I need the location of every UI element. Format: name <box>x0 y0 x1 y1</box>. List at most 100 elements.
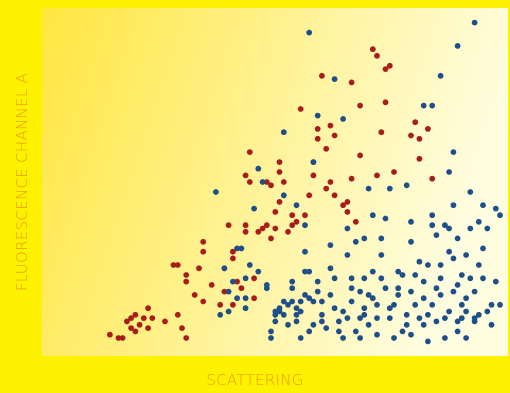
data-point-series-2 <box>463 252 469 258</box>
data-point-series-2 <box>446 308 452 315</box>
data-point-series-1 <box>191 292 198 298</box>
data-point-series-2 <box>230 278 236 285</box>
data-point-series-2 <box>480 245 486 252</box>
data-point-series-2 <box>302 222 308 229</box>
data-point-series-1 <box>200 298 207 305</box>
data-point-series-2 <box>433 285 440 292</box>
data-point-series-1 <box>242 172 249 179</box>
data-point-series-1 <box>268 235 274 242</box>
data-point-series-2 <box>437 262 444 268</box>
data-point-series-1 <box>391 169 397 175</box>
data-point-series-1 <box>314 135 321 142</box>
data-point-series-2 <box>480 275 486 282</box>
data-point-series-1 <box>425 126 431 132</box>
data-point-series-2 <box>259 179 266 185</box>
data-point-series-2 <box>425 262 431 268</box>
data-point-series-2 <box>289 278 296 285</box>
data-point-series-2 <box>467 225 474 232</box>
data-point-series-2 <box>412 301 419 308</box>
data-point-series-2 <box>357 315 363 321</box>
data-point-series-2 <box>433 318 440 325</box>
data-point-series-2 <box>458 315 465 321</box>
data-point-series-2 <box>221 265 228 272</box>
data-point-series-2 <box>319 298 325 305</box>
data-point-series-1 <box>119 335 126 341</box>
data-point-series-2 <box>463 335 469 341</box>
data-point-series-2 <box>492 205 499 212</box>
data-point-series-2 <box>420 102 427 109</box>
data-point-series-2 <box>454 328 461 335</box>
data-point-series-2 <box>454 43 461 49</box>
data-point-series-2 <box>293 202 300 209</box>
data-point-series-1 <box>429 175 436 182</box>
points-layer <box>107 19 503 345</box>
data-point-series-2 <box>369 295 376 302</box>
data-point-series-2 <box>352 328 359 335</box>
data-point-series-2 <box>471 19 478 26</box>
data-point-series-2 <box>344 225 351 232</box>
data-point-series-1 <box>297 106 304 112</box>
data-point-series-2 <box>450 149 457 156</box>
plot-area <box>42 8 508 356</box>
data-point-series-2 <box>361 235 368 242</box>
data-point-series-1 <box>408 132 414 139</box>
data-point-series-2 <box>429 301 436 308</box>
data-point-series-1 <box>310 172 317 179</box>
data-point-series-2 <box>306 29 313 36</box>
data-point-series-2 <box>467 275 474 282</box>
data-point-series-1 <box>276 169 283 175</box>
data-point-series-1 <box>382 99 389 106</box>
data-point-series-2 <box>497 212 503 219</box>
data-point-series-2 <box>365 292 372 298</box>
data-point-series-1 <box>382 66 389 72</box>
data-point-series-1 <box>251 275 257 282</box>
data-point-series-1 <box>412 119 419 126</box>
data-point-series-2 <box>471 288 478 295</box>
data-point-series-2 <box>425 338 431 345</box>
data-point-series-2 <box>251 205 257 212</box>
data-point-series-1 <box>242 228 249 235</box>
data-point-series-2 <box>327 242 334 249</box>
data-point-series-2 <box>429 102 436 109</box>
data-point-series-2 <box>480 202 486 209</box>
data-point-series-2 <box>408 238 414 245</box>
data-point-series-1 <box>352 218 359 225</box>
data-point-series-2 <box>361 311 368 318</box>
data-point-series-2 <box>386 305 393 312</box>
data-point-series-1 <box>246 179 253 185</box>
data-point-series-2 <box>263 282 270 288</box>
data-point-series-2 <box>369 212 376 219</box>
data-point-series-2 <box>450 255 457 262</box>
data-point-series-2 <box>242 305 249 312</box>
data-point-series-2 <box>289 285 296 292</box>
data-point-series-1 <box>276 159 283 166</box>
data-point-series-2 <box>213 189 219 195</box>
data-point-series-1 <box>230 255 236 262</box>
data-point-series-2 <box>357 288 363 295</box>
data-point-series-1 <box>132 328 139 335</box>
data-point-series-2 <box>297 308 304 315</box>
data-point-series-2 <box>386 315 393 321</box>
data-point-series-1 <box>107 331 113 338</box>
data-point-series-1 <box>179 325 185 331</box>
data-point-series-2 <box>497 301 503 308</box>
data-point-series-1 <box>280 179 287 185</box>
data-point-series-2 <box>425 311 431 318</box>
data-point-series-1 <box>183 335 190 341</box>
data-point-series-2 <box>463 308 469 315</box>
data-point-series-2 <box>306 328 313 335</box>
data-point-series-1 <box>348 175 355 182</box>
data-point-series-2 <box>475 311 482 318</box>
data-point-series-1 <box>331 192 338 199</box>
data-point-series-2 <box>416 315 423 321</box>
data-point-series-2 <box>357 335 363 341</box>
data-point-series-1 <box>306 192 313 199</box>
data-point-series-2 <box>467 189 474 195</box>
data-point-series-2 <box>365 321 372 328</box>
data-point-series-2 <box>446 248 452 255</box>
data-point-series-2 <box>272 308 279 315</box>
data-point-series-2 <box>217 311 224 318</box>
data-point-series-2 <box>302 292 308 298</box>
data-point-series-2 <box>348 285 355 292</box>
data-point-series-1 <box>225 222 232 229</box>
